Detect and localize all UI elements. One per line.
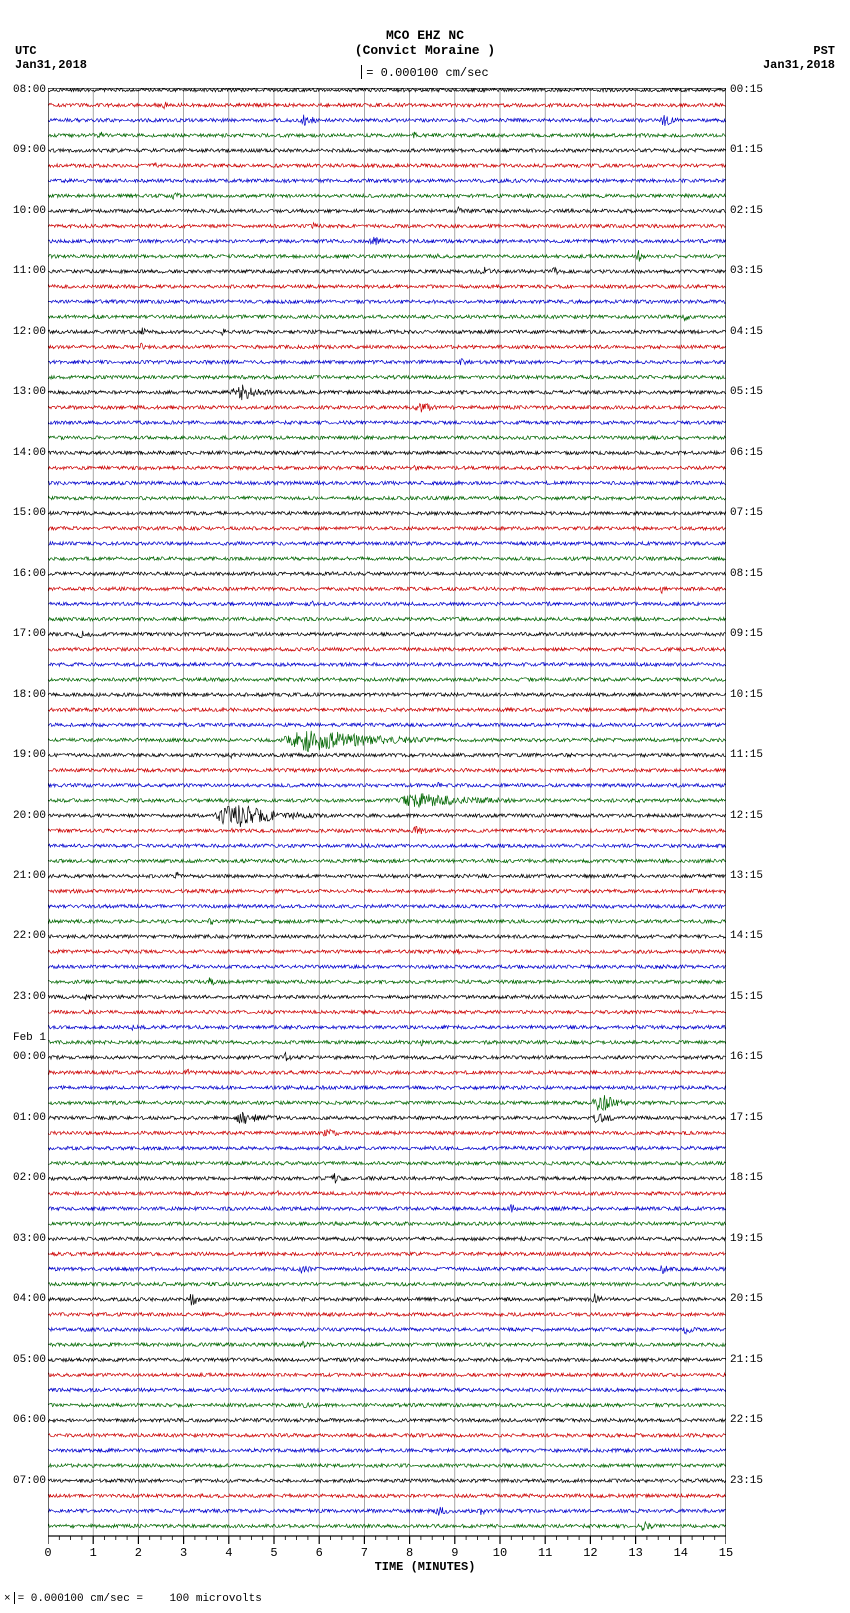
right-timezone: PST	[763, 44, 835, 58]
right-time-label: 15:15	[730, 991, 774, 1003]
left-date: Jan31,2018	[15, 58, 87, 72]
right-time-label: 18:15	[730, 1172, 774, 1184]
x-tick-label: 8	[400, 1546, 420, 1560]
scale-bar-icon	[361, 65, 362, 79]
footer-text-left: = 0.000100 cm/sec =	[18, 1593, 143, 1605]
x-tick-label: 4	[219, 1546, 239, 1560]
x-tick-label: 15	[716, 1546, 736, 1560]
left-time-label: 10:00	[2, 205, 46, 217]
station-code: MCO EHZ NC	[0, 28, 850, 43]
left-time-label: 01:00	[2, 1112, 46, 1124]
left-time-label: 09:00	[2, 144, 46, 156]
left-time-label: 14:00	[2, 447, 46, 459]
footer-bar-icon	[14, 1592, 15, 1604]
left-time-label: 08:00	[2, 84, 46, 96]
right-time-label: 22:15	[730, 1414, 774, 1426]
right-time-label: 08:15	[730, 568, 774, 580]
seismogram-plot	[48, 88, 726, 1536]
right-time-label: 07:15	[730, 507, 774, 519]
chart-header: MCO EHZ NC (Convict Moraine )	[0, 28, 850, 58]
left-corner-label: UTC Jan31,2018	[15, 44, 87, 72]
right-time-label: 00:15	[730, 84, 774, 96]
left-time-label: 11:00	[2, 265, 46, 277]
left-time-label: 07:00	[2, 1475, 46, 1487]
right-time-label: 13:15	[730, 870, 774, 882]
x-tick-label: 11	[535, 1546, 555, 1560]
left-time-label: 03:00	[2, 1233, 46, 1245]
left-timezone: UTC	[15, 44, 87, 58]
left-time-label: 16:00	[2, 568, 46, 580]
left-time-label: 04:00	[2, 1293, 46, 1305]
x-axis-title: TIME (MINUTES)	[0, 1560, 850, 1574]
x-tick-label: 7	[354, 1546, 374, 1560]
scale-text: = 0.000100 cm/sec	[366, 66, 488, 80]
right-time-label: 06:15	[730, 447, 774, 459]
right-time-label: 04:15	[730, 326, 774, 338]
x-tick-label: 10	[490, 1546, 510, 1560]
left-time-label: Feb 1	[2, 1032, 46, 1044]
left-time-label: 06:00	[2, 1414, 46, 1426]
x-tick-label: 13	[626, 1546, 646, 1560]
left-time-label: 17:00	[2, 628, 46, 640]
right-corner-label: PST Jan31,2018	[763, 44, 835, 72]
right-time-label: 12:15	[730, 810, 774, 822]
footer-text-right: 100 microvolts	[169, 1593, 261, 1605]
left-time-label: 00:00	[2, 1051, 46, 1063]
right-time-label: 19:15	[730, 1233, 774, 1245]
right-time-label: 03:15	[730, 265, 774, 277]
left-time-label: 22:00	[2, 930, 46, 942]
left-time-label: 19:00	[2, 749, 46, 761]
footer-tick-icon: ×	[4, 1593, 11, 1605]
right-time-label: 09:15	[730, 628, 774, 640]
right-time-label: 17:15	[730, 1112, 774, 1124]
station-name: (Convict Moraine )	[0, 43, 850, 58]
right-time-label: 10:15	[730, 689, 774, 701]
right-time-label: 01:15	[730, 144, 774, 156]
right-time-label: 20:15	[730, 1293, 774, 1305]
seismogram-container: MCO EHZ NC (Convict Moraine ) = 0.000100…	[0, 0, 850, 1613]
left-time-label: 18:00	[2, 689, 46, 701]
left-time-label: 20:00	[2, 810, 46, 822]
x-tick-label: 9	[445, 1546, 465, 1560]
x-tick-label: 2	[128, 1546, 148, 1560]
x-tick-label: 6	[309, 1546, 329, 1560]
x-tick-label: 0	[38, 1546, 58, 1560]
left-time-label: 12:00	[2, 326, 46, 338]
right-time-label: 16:15	[730, 1051, 774, 1063]
x-tick-label: 3	[174, 1546, 194, 1560]
x-tick-label: 14	[671, 1546, 691, 1560]
left-time-label: 13:00	[2, 386, 46, 398]
scale-indicator: = 0.000100 cm/sec	[0, 66, 850, 80]
x-tick-label: 12	[580, 1546, 600, 1560]
right-time-label: 21:15	[730, 1354, 774, 1366]
right-time-label: 23:15	[730, 1475, 774, 1487]
left-time-label: 02:00	[2, 1172, 46, 1184]
right-time-label: 11:15	[730, 749, 774, 761]
seismogram-svg	[48, 88, 726, 1576]
left-time-label: 21:00	[2, 870, 46, 882]
x-tick-label: 1	[83, 1546, 103, 1560]
x-tick-label: 5	[264, 1546, 284, 1560]
footer-scale: × = 0.000100 cm/sec = 100 microvolts	[4, 1592, 262, 1605]
right-time-label: 14:15	[730, 930, 774, 942]
left-time-label: 15:00	[2, 507, 46, 519]
right-date: Jan31,2018	[763, 58, 835, 72]
left-time-label: 23:00	[2, 991, 46, 1003]
right-time-label: 05:15	[730, 386, 774, 398]
left-time-label: 05:00	[2, 1354, 46, 1366]
right-time-label: 02:15	[730, 205, 774, 217]
